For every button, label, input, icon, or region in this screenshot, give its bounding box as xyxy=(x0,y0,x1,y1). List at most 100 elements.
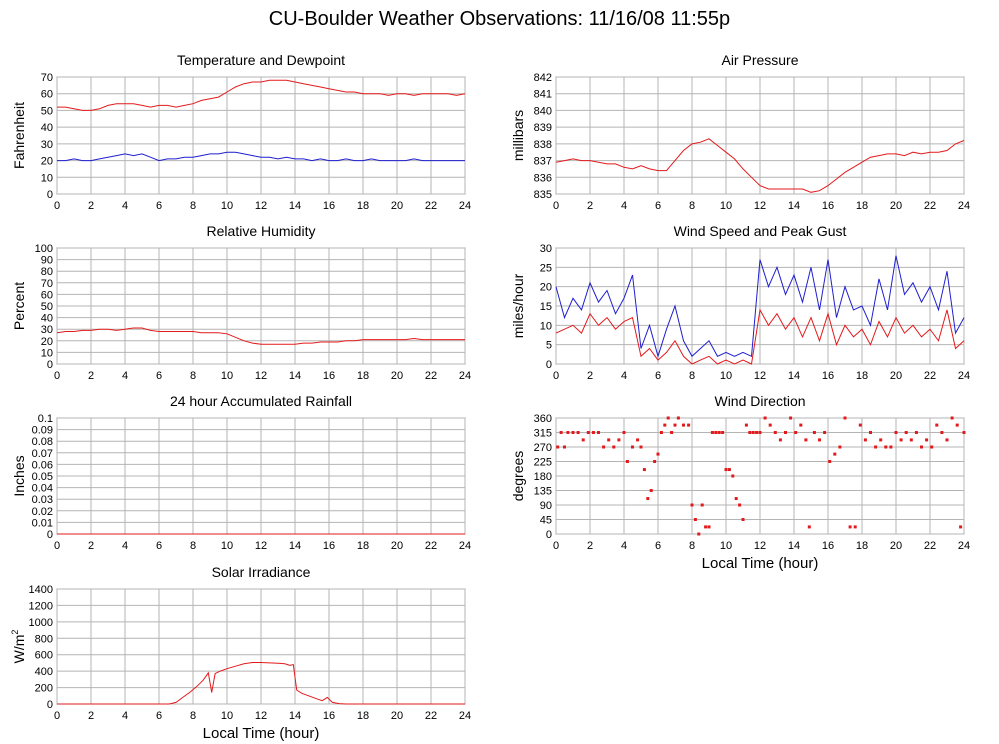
x-tick-label: 10 xyxy=(221,540,233,552)
x-tick-label: 6 xyxy=(156,540,162,552)
x-tick-label: 12 xyxy=(255,710,267,722)
x-tick-label: 0 xyxy=(553,370,559,382)
y-tick-label: 135 xyxy=(534,486,552,498)
data-point xyxy=(727,468,731,472)
y-tick-label: 100 xyxy=(35,243,53,255)
y-tick-label: 180 xyxy=(534,471,552,483)
x-tick-label: 22 xyxy=(924,540,936,552)
data-point xyxy=(586,431,590,434)
x-tick-label: 10 xyxy=(720,370,732,382)
data-point xyxy=(748,431,752,434)
data-point xyxy=(789,416,793,420)
y-tick-label: 0 xyxy=(47,529,53,541)
x-tick-label: 6 xyxy=(156,710,162,722)
data-point xyxy=(734,497,738,501)
data-point xyxy=(724,468,728,472)
x-tick-label: 12 xyxy=(754,370,766,382)
y-axis-label: Percent xyxy=(11,282,27,330)
x-tick-label: 20 xyxy=(391,370,403,382)
series-line-0 xyxy=(57,79,466,111)
data-point xyxy=(784,431,787,434)
x-tick-label: 12 xyxy=(255,540,267,552)
y-tick-label: 836 xyxy=(534,172,552,184)
data-point xyxy=(559,431,563,434)
data-point xyxy=(853,525,857,529)
x-tick-label: 2 xyxy=(88,710,94,722)
x-tick-label: 24 xyxy=(459,200,471,212)
y-tick-label: 70 xyxy=(41,278,53,290)
x-tick-label: 2 xyxy=(88,540,94,552)
data-point xyxy=(597,431,600,434)
chart-title: Relative Humidity xyxy=(207,223,316,239)
x-tick-label: 22 xyxy=(924,370,936,382)
data-point xyxy=(693,518,697,521)
data-point xyxy=(778,438,782,442)
data-point xyxy=(894,431,898,434)
x-tick-label: 16 xyxy=(323,540,335,552)
y-tick-label: 5 xyxy=(546,340,552,352)
data-point xyxy=(741,518,745,521)
data-point xyxy=(717,431,721,434)
y-tick-label: 0.03 xyxy=(32,494,53,506)
x-tick-label: 8 xyxy=(689,370,695,382)
y-axis-label: miles/hour xyxy=(510,273,526,338)
y-tick-label: 225 xyxy=(534,457,552,469)
x-tick-label: 4 xyxy=(122,710,128,722)
x-tick-label: 20 xyxy=(391,540,403,552)
data-point xyxy=(607,438,611,442)
data-point xyxy=(591,431,595,434)
x-tick-label: 8 xyxy=(190,200,196,212)
y-tick-label: 0.07 xyxy=(32,448,53,460)
x-tick-label: 22 xyxy=(924,200,936,212)
x-tick-label: 24 xyxy=(459,710,471,722)
y-tick-label: 0.05 xyxy=(32,471,53,483)
data-point xyxy=(874,445,878,449)
x-tick-label: 22 xyxy=(425,370,437,382)
data-point xyxy=(581,438,585,442)
x-tick-label: 24 xyxy=(958,200,970,212)
chart-title: Solar Irradiance xyxy=(212,564,311,580)
y-tick-label: 270 xyxy=(534,442,552,454)
data-point xyxy=(909,438,913,442)
y-axis-label-superscript: 2 xyxy=(10,630,20,635)
x-tick-label: 18 xyxy=(357,370,369,382)
y-axis-label: W/m2 xyxy=(10,630,27,664)
y-tick-label: 30 xyxy=(540,243,552,255)
y-tick-label: 0 xyxy=(546,359,552,371)
data-point xyxy=(818,438,821,442)
data-point xyxy=(659,431,663,434)
y-axis-label: Fahrenheit xyxy=(11,102,27,169)
x-axis-label: Local Time (hour) xyxy=(702,555,819,572)
x-axis-label: Local Time (hour) xyxy=(203,725,320,742)
x-tick-label: 12 xyxy=(255,370,267,382)
x-tick-label: 20 xyxy=(890,200,902,212)
y-tick-label: 360 xyxy=(534,413,552,425)
chart-title: Temperature and Dewpoint xyxy=(177,52,345,68)
y-tick-label: 835 xyxy=(534,189,552,201)
y-tick-label: 0 xyxy=(47,189,53,201)
series-line-0 xyxy=(57,662,465,705)
y-tick-label: 50 xyxy=(41,301,53,313)
x-tick-label: 8 xyxy=(689,540,695,552)
y-tick-label: 40 xyxy=(41,122,53,134)
data-point xyxy=(955,423,959,427)
x-tick-label: 24 xyxy=(459,370,471,382)
data-point xyxy=(935,423,939,427)
x-tick-label: 2 xyxy=(587,540,593,552)
chart-title: Air Pressure xyxy=(721,52,798,68)
data-point xyxy=(700,503,704,507)
y-tick-label: 10 xyxy=(41,347,53,359)
x-tick-label: 18 xyxy=(856,370,868,382)
x-tick-label: 14 xyxy=(289,710,301,722)
y-tick-label: 30 xyxy=(41,324,53,336)
x-tick-label: 8 xyxy=(190,710,196,722)
x-tick-label: 14 xyxy=(289,370,301,382)
y-tick-label: 70 xyxy=(41,72,53,84)
y-tick-label: 10 xyxy=(540,320,552,332)
y-tick-label: 20 xyxy=(41,336,53,348)
y-tick-label: 400 xyxy=(35,666,53,678)
